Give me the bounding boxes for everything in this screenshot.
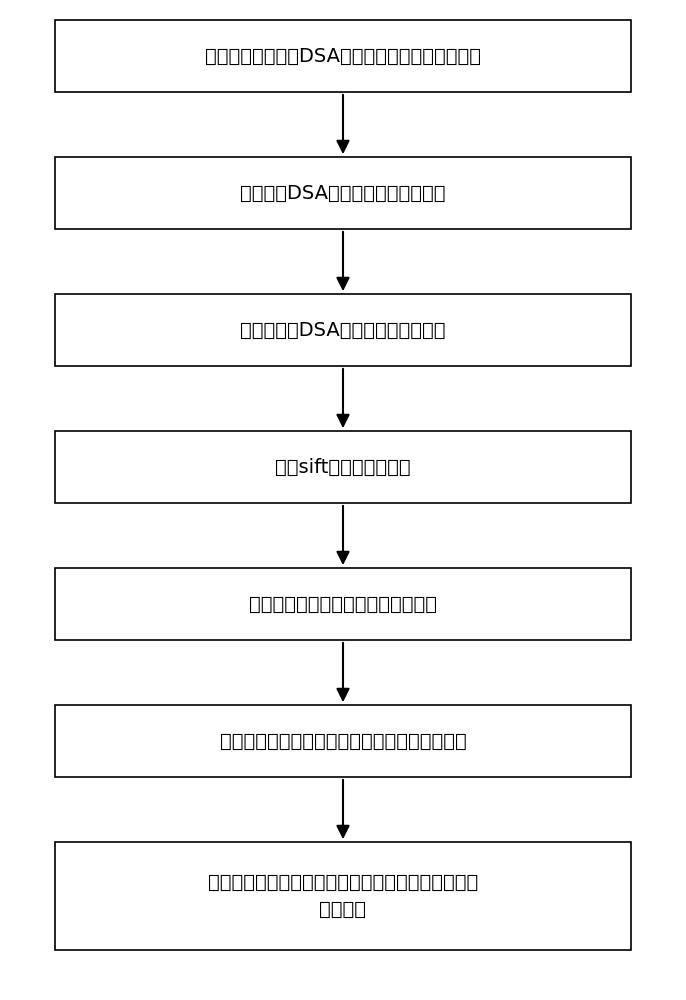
FancyBboxPatch shape: [55, 842, 631, 950]
FancyBboxPatch shape: [55, 705, 631, 777]
Text: 得到相应活片图像的特征点差值图像: 得到相应活片图像的特征点差值图像: [249, 594, 437, 614]
Text: 对每一对DSA脑血管图像均进行分区: 对每一对DSA脑血管图像均进行分区: [240, 184, 446, 203]
FancyBboxPatch shape: [55, 431, 631, 503]
FancyBboxPatch shape: [55, 20, 631, 92]
Text: 基于sift算法提取特征点: 基于sift算法提取特征点: [275, 458, 411, 477]
Text: 利用相邻图像关系对图像特征点集进行精确提取: 利用相邻图像关系对图像特征点集进行精确提取: [220, 732, 466, 750]
Text: 对分区后的DSA脑血管设置图像阈值: 对分区后的DSA脑血管设置图像阈值: [240, 321, 446, 340]
FancyBboxPatch shape: [55, 568, 631, 640]
FancyBboxPatch shape: [55, 157, 631, 229]
Text: 导入若干对连续的DSA脑血管图像作为源图像数据: 导入若干对连续的DSA脑血管图像作为源图像数据: [205, 46, 481, 66]
Text: 对提取的图像特征点集进行区域生长，得到相应的脑
血管图像: 对提取的图像特征点集进行区域生长，得到相应的脑 血管图像: [208, 873, 478, 919]
FancyBboxPatch shape: [55, 294, 631, 366]
